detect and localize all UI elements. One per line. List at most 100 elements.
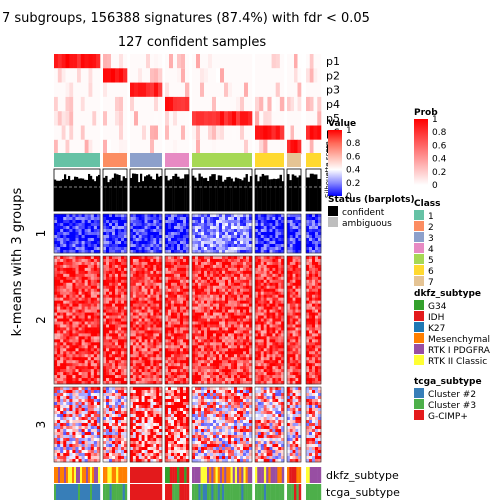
matrix-cell bbox=[246, 261, 250, 266]
matrix-cell bbox=[156, 276, 160, 281]
matrix-cell bbox=[207, 381, 211, 385]
matrix-cell bbox=[216, 238, 220, 242]
matrix-cell bbox=[168, 300, 172, 304]
matrix-cell bbox=[168, 258, 172, 263]
matrix-cell bbox=[69, 354, 73, 358]
matrix-cell bbox=[281, 270, 285, 275]
matrix-cell bbox=[287, 258, 291, 263]
prob-cell bbox=[220, 139, 225, 155]
matrix-cell bbox=[192, 235, 196, 239]
matrix-cell bbox=[60, 273, 64, 278]
matrix-cell bbox=[237, 232, 241, 236]
matrix-cell bbox=[222, 288, 226, 293]
matrix-cell bbox=[246, 223, 250, 227]
matrix-cell bbox=[289, 300, 293, 304]
prob-cell bbox=[57, 125, 62, 140]
matrix-cell bbox=[75, 297, 79, 301]
matrix-cell bbox=[257, 300, 262, 304]
matrix-cell bbox=[69, 229, 73, 233]
matrix-cell bbox=[183, 315, 187, 319]
matrix-cell bbox=[106, 324, 110, 328]
matrix-cell bbox=[243, 270, 247, 275]
matrix-cell bbox=[263, 339, 267, 343]
matrix-cell bbox=[216, 375, 220, 379]
prob-cell bbox=[65, 139, 70, 155]
matrix-cell bbox=[174, 241, 178, 245]
matrix-cell bbox=[266, 318, 270, 322]
matrix-cell bbox=[260, 321, 264, 325]
matrix-cell bbox=[255, 264, 259, 269]
matrix-cell bbox=[121, 309, 125, 313]
matrix-cell bbox=[141, 303, 145, 307]
matrix-cell bbox=[109, 220, 113, 224]
prob-cell bbox=[173, 111, 178, 126]
matrix-cell bbox=[281, 264, 285, 269]
prob-cell bbox=[107, 82, 112, 97]
matrix-cell bbox=[168, 220, 172, 224]
matrix-cell bbox=[207, 238, 211, 242]
matrix-cell bbox=[60, 378, 64, 382]
prob-cell bbox=[150, 68, 155, 83]
matrix-cell bbox=[292, 345, 296, 349]
matrix-cell bbox=[240, 339, 244, 343]
matrix-cell bbox=[121, 235, 125, 239]
matrix-cell bbox=[84, 223, 89, 227]
matrix-cell bbox=[57, 309, 61, 313]
matrix-cell bbox=[177, 324, 181, 328]
matrix-cell bbox=[281, 312, 285, 316]
matrix-cell bbox=[150, 261, 154, 266]
matrix-cell bbox=[306, 214, 310, 218]
matrix-cell bbox=[72, 336, 76, 340]
matrix-cell bbox=[153, 348, 157, 352]
matrix-cell bbox=[81, 220, 85, 224]
matrix-cell bbox=[219, 378, 223, 382]
matrix-cell bbox=[115, 261, 119, 266]
matrix-cell bbox=[106, 279, 110, 284]
matrix-cell bbox=[255, 276, 259, 281]
matrix-cell bbox=[144, 339, 148, 343]
matrix-cell bbox=[106, 375, 110, 379]
matrix-cell bbox=[93, 291, 98, 295]
matrix-cell bbox=[112, 360, 116, 364]
matrix-cell bbox=[287, 276, 291, 281]
prob-cell bbox=[88, 68, 93, 83]
matrix-cell bbox=[174, 261, 178, 266]
matrix-cell bbox=[135, 285, 140, 290]
prob-row-label: p1 bbox=[326, 55, 340, 68]
matrix-cell bbox=[180, 273, 184, 278]
matrix-cell bbox=[207, 324, 211, 328]
matrix-cell bbox=[295, 339, 299, 343]
matrix-cell bbox=[90, 235, 95, 239]
prob-cell bbox=[181, 111, 186, 126]
matrix-cell bbox=[216, 276, 220, 281]
matrix-cell bbox=[289, 256, 293, 260]
matrix-cell bbox=[266, 273, 270, 278]
matrix-cell bbox=[318, 232, 322, 236]
matrix-cell bbox=[168, 235, 172, 239]
matrix-cell bbox=[201, 363, 205, 367]
matrix-cell bbox=[141, 354, 145, 358]
matrix-cell bbox=[228, 220, 232, 224]
matrix-cell bbox=[135, 232, 140, 236]
matrix-cell bbox=[81, 327, 85, 331]
silhouette-bar bbox=[105, 175, 108, 211]
matrix-cell bbox=[84, 220, 89, 224]
matrix-cell bbox=[260, 363, 264, 367]
matrix-cell bbox=[318, 238, 322, 242]
matrix-cell bbox=[278, 300, 282, 304]
matrix-cell bbox=[263, 300, 267, 304]
matrix-cell bbox=[147, 294, 151, 298]
matrix-cell bbox=[130, 226, 134, 230]
matrix-cell bbox=[192, 297, 196, 301]
matrix-cell bbox=[81, 306, 85, 310]
matrix-cell bbox=[130, 357, 134, 361]
matrix-cell bbox=[201, 348, 205, 352]
matrix-cell bbox=[201, 342, 205, 346]
matrix-cell bbox=[96, 300, 101, 304]
matrix-cell bbox=[159, 378, 163, 382]
matrix-cell bbox=[138, 345, 142, 349]
matrix-cell bbox=[124, 297, 128, 301]
matrix-cell bbox=[106, 300, 110, 304]
matrix-cell bbox=[213, 372, 217, 376]
matrix-cell bbox=[298, 244, 302, 248]
